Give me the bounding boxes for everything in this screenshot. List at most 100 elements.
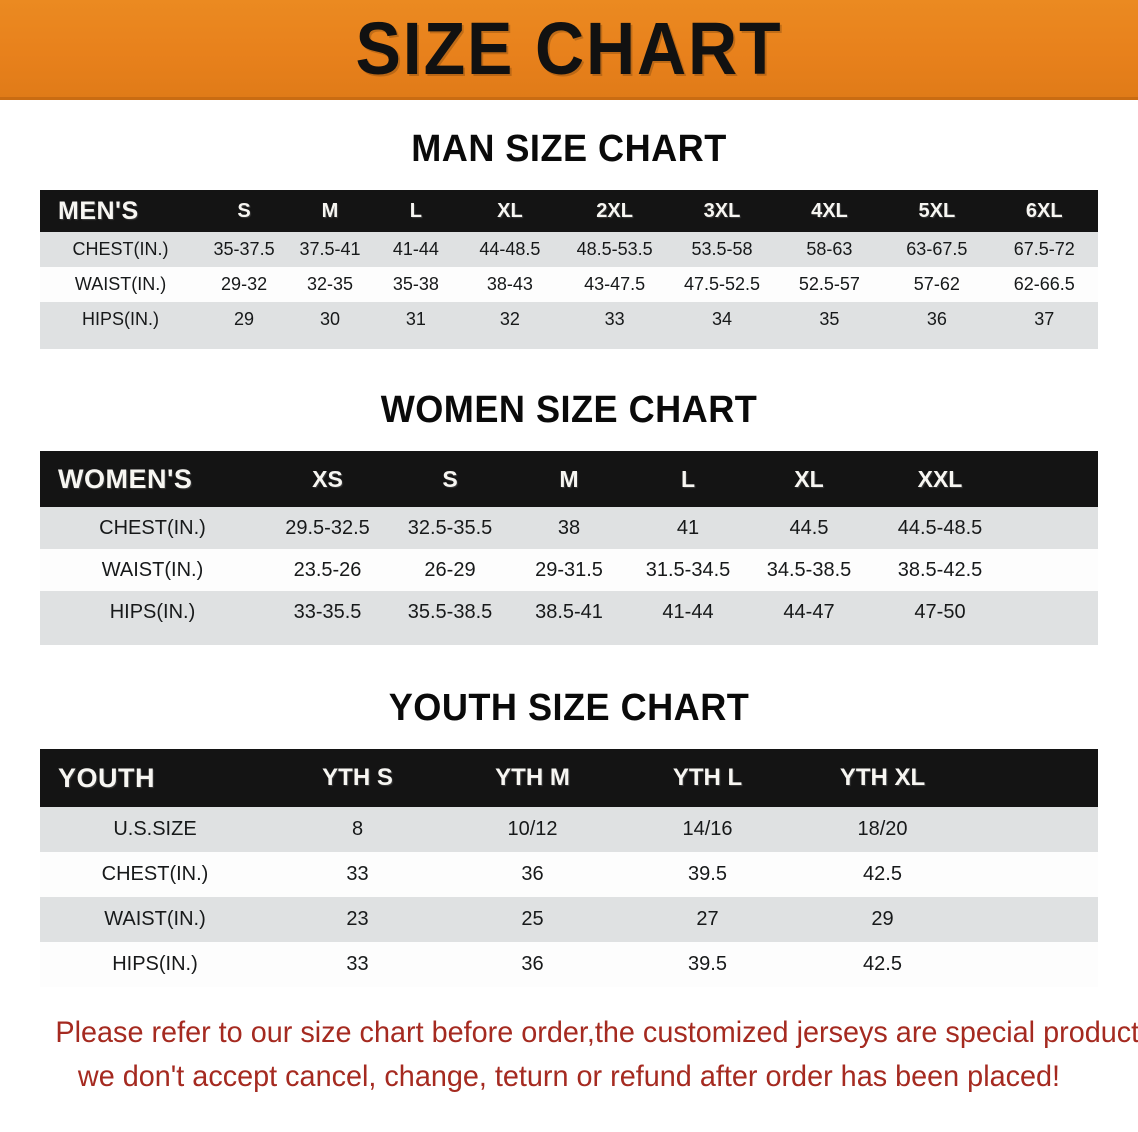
table-header-row: YOUTH YTH S YTH M YTH L YTH XL bbox=[40, 749, 1098, 807]
filler-cell bbox=[40, 633, 1098, 645]
cell: 42.5 bbox=[863, 863, 902, 885]
cell: 29-31.5 bbox=[535, 558, 603, 581]
women-table-body: CHEST(IN.) 29.5-32.5 32.5-35.5 38 41 44.… bbox=[40, 507, 1098, 645]
table-row: CHEST(IN.) 29.5-32.5 32.5-35.5 38 41 44.… bbox=[40, 507, 1098, 549]
women-table-header: WOMEN'S XS S M L XL XXL bbox=[40, 451, 1098, 507]
youth-size-table: YOUTH YTH S YTH M YTH L YTH XL U.S.SIZE … bbox=[40, 749, 1098, 987]
cell: 27 bbox=[696, 908, 719, 930]
table-row-filler bbox=[40, 633, 1098, 645]
cell: 47.5-52.5 bbox=[683, 274, 761, 294]
cell: 38 bbox=[557, 516, 581, 539]
cell: 38.5-42.5 bbox=[897, 558, 983, 581]
women-size-table: WOMEN'S XS S M L XL XXL CHEST(IN.) 29.5-… bbox=[40, 451, 1098, 645]
cell: 33-35.5 bbox=[293, 600, 362, 623]
spacer-cell bbox=[970, 852, 1098, 897]
cell: 57-62 bbox=[913, 274, 960, 294]
table-row: HIPS(IN.) 33 36 39.5 42.5 bbox=[40, 942, 1098, 987]
cell: 29-32 bbox=[221, 274, 268, 294]
filler-cell bbox=[40, 337, 1098, 349]
man-col-header: 4XL bbox=[811, 199, 848, 222]
table-row-filler bbox=[40, 337, 1098, 349]
cell: 30 bbox=[319, 309, 340, 329]
table-header-row: MEN'S S M L XL 2XL 3XL 4XL 5XL 6XL bbox=[40, 190, 1098, 232]
cell: 32-35 bbox=[306, 274, 354, 294]
cell: 41-44 bbox=[662, 600, 714, 623]
table-row: CHEST(IN.) 35-37.5 37.5-41 41-44 44-48.5… bbox=[40, 232, 1098, 267]
table-row: HIPS(IN.) 33-35.5 35.5-38.5 38.5-41 41-4… bbox=[40, 591, 1098, 633]
row-label: WAIST(IN.) bbox=[74, 274, 167, 294]
youth-spacer-header bbox=[970, 749, 1098, 807]
man-col-header: 3XL bbox=[703, 199, 741, 222]
youth-table-body: U.S.SIZE 8 10/12 14/16 18/20 CHEST(IN.) … bbox=[40, 807, 1098, 987]
row-label: U.S.SIZE bbox=[113, 818, 197, 840]
youth-corner-label: YOUTH bbox=[58, 762, 155, 793]
cell: 48.5-53.5 bbox=[576, 239, 653, 259]
cell: 44-47 bbox=[783, 600, 835, 623]
man-col-header: 5XL bbox=[918, 199, 956, 222]
cell: 38-43 bbox=[486, 274, 533, 294]
women-section-heading: WOMEN SIZE CHART bbox=[380, 389, 758, 431]
youth-section-heading: YOUTH SIZE CHART bbox=[388, 687, 750, 729]
man-col-header: S bbox=[237, 199, 251, 222]
cell: 18/20 bbox=[857, 818, 908, 840]
cell: 53.5-58 bbox=[691, 239, 753, 259]
cell: 36 bbox=[926, 309, 947, 329]
cell: 32.5-35.5 bbox=[407, 516, 493, 539]
youth-col-header: YTH S bbox=[322, 764, 393, 791]
cell: 63-67.5 bbox=[906, 239, 968, 259]
spacer-cell bbox=[970, 897, 1098, 942]
youth-col-header: YTH M bbox=[495, 764, 570, 791]
cell: 31.5-34.5 bbox=[645, 558, 731, 581]
spacer-cell bbox=[1010, 507, 1098, 549]
cell: 47-50 bbox=[914, 600, 966, 623]
row-label: CHEST(IN.) bbox=[99, 516, 206, 539]
table-row: CHEST(IN.) 33 36 39.5 42.5 bbox=[40, 852, 1098, 897]
cell: 67.5-72 bbox=[1013, 239, 1075, 259]
cell: 42.5 bbox=[863, 953, 902, 975]
cell: 36 bbox=[521, 863, 544, 885]
cell: 25 bbox=[521, 908, 544, 930]
cell: 33 bbox=[346, 863, 369, 885]
women-col-header: L bbox=[680, 465, 696, 492]
man-table-body: CHEST(IN.) 35-37.5 37.5-41 41-44 44-48.5… bbox=[40, 232, 1098, 349]
cell: 34.5-38.5 bbox=[766, 558, 852, 581]
table-row: U.S.SIZE 8 10/12 14/16 18/20 bbox=[40, 807, 1098, 852]
cell: 39.5 bbox=[688, 863, 727, 885]
cell: 44.5-48.5 bbox=[897, 516, 983, 539]
cell: 34 bbox=[712, 309, 733, 329]
cell: 62-66.5 bbox=[1013, 274, 1075, 294]
cell: 8 bbox=[351, 818, 364, 840]
row-label: WAIST(IN.) bbox=[101, 558, 204, 581]
return-policy-note: Please refer to our size chart before or… bbox=[55, 1011, 1138, 1099]
man-col-header: XL bbox=[497, 199, 523, 222]
spacer-cell bbox=[970, 807, 1098, 852]
cell: 58-63 bbox=[806, 239, 853, 259]
man-size-table: MEN'S S M L XL 2XL 3XL 4XL 5XL 6XL CHEST… bbox=[40, 190, 1098, 349]
cell: 31 bbox=[405, 309, 426, 329]
cell: 35.5-38.5 bbox=[407, 600, 493, 623]
women-col-header: XXL bbox=[917, 465, 963, 492]
man-corner-label: MEN'S bbox=[58, 196, 139, 225]
women-col-header: M bbox=[559, 465, 579, 492]
table-header-row: WOMEN'S XS S M L XL XXL bbox=[40, 451, 1098, 507]
cell: 35 bbox=[819, 309, 840, 329]
cell: 44.5 bbox=[789, 516, 829, 539]
cell: 23 bbox=[346, 908, 369, 930]
cell: 36 bbox=[521, 953, 544, 975]
cell: 37 bbox=[1034, 309, 1055, 329]
cell: 43-47.5 bbox=[584, 274, 646, 294]
table-row: WAIST(IN.) 23.5-26 26-29 29-31.5 31.5-34… bbox=[40, 549, 1098, 591]
cell: 41 bbox=[676, 516, 700, 539]
cell: 29 bbox=[234, 309, 255, 329]
row-label: HIPS(IN.) bbox=[82, 309, 160, 329]
women-corner-label: WOMEN'S bbox=[58, 463, 193, 494]
women-col-header: S bbox=[442, 465, 458, 492]
cell: 52.5-57 bbox=[798, 274, 860, 294]
cell: 32 bbox=[499, 309, 520, 329]
cell: 23.5-26 bbox=[293, 558, 362, 581]
cell: 10/12 bbox=[507, 818, 558, 840]
man-col-header: L bbox=[409, 199, 423, 222]
man-col-header: 2XL bbox=[596, 199, 633, 222]
table-row: HIPS(IN.) 29 30 31 32 33 34 35 36 37 bbox=[40, 302, 1098, 337]
spacer-cell bbox=[970, 942, 1098, 987]
